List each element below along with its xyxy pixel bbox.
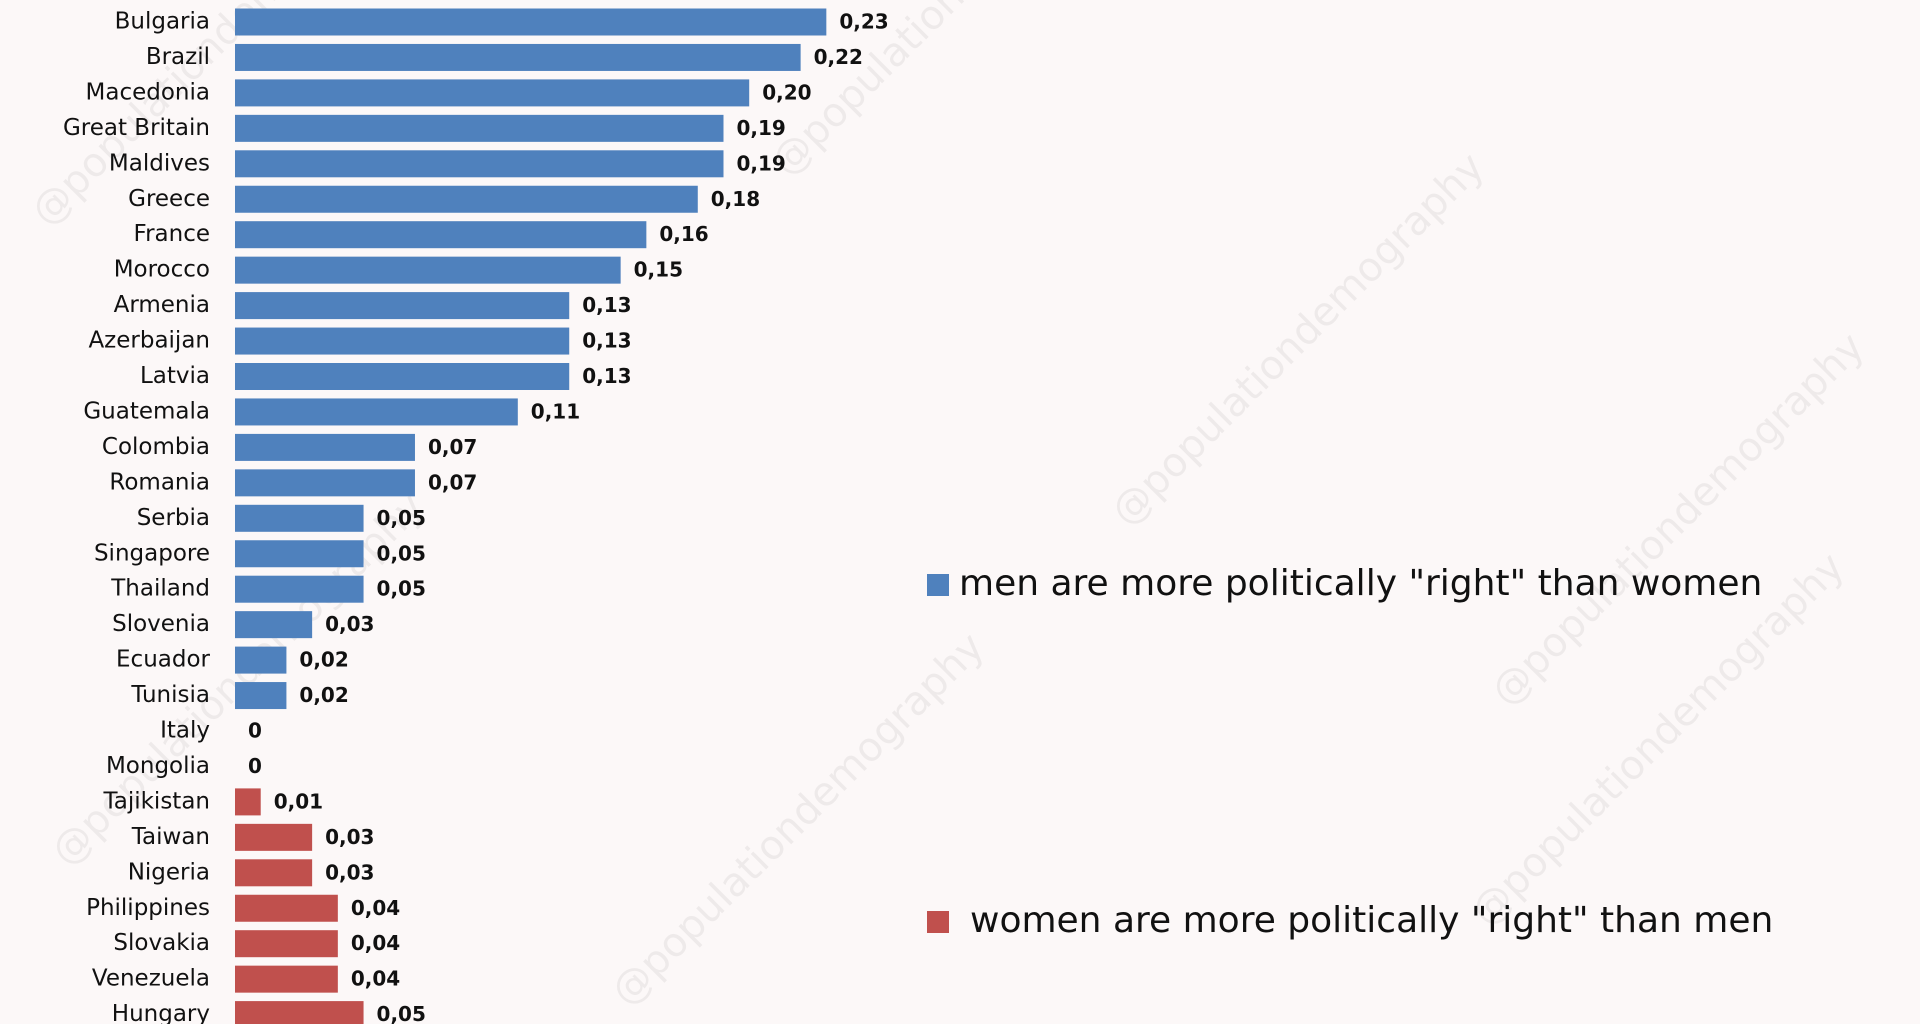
y-tick-label: Romania — [109, 469, 210, 495]
y-tick-label: Macedonia — [86, 79, 210, 105]
value-label: 0,04 — [351, 896, 400, 920]
value-label: 0,19 — [736, 116, 785, 140]
y-tick-label: Slovenia — [112, 611, 210, 637]
value-label: 0,05 — [377, 1002, 426, 1024]
value-label: 0,02 — [299, 648, 348, 672]
bar — [235, 469, 415, 497]
y-tick-label: Singapore — [94, 540, 210, 566]
bar — [235, 682, 287, 710]
y-tick-label: Brazil — [146, 44, 210, 70]
y-tick-label: Maldives — [109, 150, 210, 176]
y-tick-label: Italy — [160, 718, 210, 744]
value-label: 0,04 — [351, 967, 400, 991]
bar — [235, 894, 338, 922]
y-tick-label: Tajikistan — [103, 788, 211, 814]
bar — [235, 930, 338, 958]
bar — [235, 788, 261, 816]
bar — [235, 540, 364, 568]
y-tick-label: Guatemala — [83, 398, 210, 424]
bar — [235, 859, 313, 887]
bar — [235, 646, 287, 674]
value-label: 0,18 — [711, 187, 760, 211]
y-tick-label: Thailand — [110, 576, 210, 602]
bar — [235, 221, 647, 249]
y-tick-label: Colombia — [102, 434, 210, 460]
bar — [235, 256, 621, 284]
y-tick-label: Taiwan — [131, 824, 210, 850]
value-label: 0,07 — [428, 435, 477, 459]
y-tick-label: Armenia — [114, 292, 210, 318]
value-label: 0,05 — [377, 541, 426, 565]
value-label: 0,03 — [325, 860, 374, 884]
y-tick-label: Great Britain — [63, 115, 210, 141]
y-tick-label: Hungary — [112, 1001, 210, 1024]
value-label: 0,11 — [531, 399, 580, 423]
y-tick-label: Nigeria — [128, 859, 210, 885]
bar — [235, 823, 313, 851]
bar — [235, 965, 338, 993]
y-tick-label: Latvia — [140, 363, 210, 389]
legend-swatch — [927, 574, 949, 596]
bar — [235, 327, 570, 355]
y-tick-label: Venezuela — [92, 966, 210, 992]
bar — [235, 575, 364, 603]
legend: men are more politically "right" than wo… — [927, 563, 1773, 941]
value-label: 0,23 — [839, 10, 888, 34]
bar — [235, 433, 415, 461]
y-tick-label: Tunisia — [130, 682, 210, 708]
legend-swatch — [927, 911, 949, 933]
bar — [235, 8, 827, 36]
bar — [235, 504, 364, 532]
bar — [235, 1001, 364, 1024]
value-label: 0,02 — [299, 683, 348, 707]
y-tick-label: Azerbaijan — [88, 328, 210, 354]
value-label: 0 — [248, 754, 262, 778]
bar — [235, 114, 724, 142]
bar — [235, 150, 724, 178]
value-label: 0,13 — [582, 329, 631, 353]
value-label: 0,03 — [325, 825, 374, 849]
value-label: 0,07 — [428, 470, 477, 494]
value-label: 0 — [248, 719, 262, 743]
value-label: 0,03 — [325, 612, 374, 636]
y-tick-label: Ecuador — [116, 647, 211, 673]
value-label: 0,20 — [762, 80, 811, 104]
y-tick-label: Serbia — [137, 505, 210, 531]
value-label: 0,22 — [814, 45, 863, 69]
value-label: 0,15 — [634, 258, 683, 282]
y-tick-label: Morocco — [114, 257, 210, 283]
value-label: 0,05 — [377, 577, 426, 601]
y-tick-label: Mongolia — [106, 753, 210, 779]
bar — [235, 185, 698, 213]
value-label: 0,13 — [582, 364, 631, 388]
legend-label: men are more politically "right" than wo… — [959, 563, 1762, 604]
y-tick-label: Philippines — [86, 895, 210, 921]
bar — [235, 398, 518, 426]
y-tick-label: Slovakia — [113, 930, 210, 956]
plot: Bulgaria 0,23 Brazil 0,22 Macedonia 0,20 Great… — [63, 8, 889, 1024]
value-label: 0,01 — [274, 789, 323, 813]
value-label: 0,04 — [351, 931, 400, 955]
value-label: 0,05 — [377, 506, 426, 530]
y-tick-label: Bulgaria — [115, 9, 210, 35]
value-label: 0,19 — [736, 151, 785, 175]
value-label: 0,13 — [582, 293, 631, 317]
bar — [235, 292, 570, 320]
legend-label: women are more politically "right" than … — [970, 900, 1773, 941]
bar — [235, 363, 570, 390]
y-tick-label: Greece — [128, 186, 210, 212]
bar — [235, 43, 801, 71]
bar — [235, 79, 750, 107]
bar — [235, 611, 313, 639]
value-label: 0,16 — [659, 222, 708, 246]
y-tick-label: France — [134, 221, 210, 247]
